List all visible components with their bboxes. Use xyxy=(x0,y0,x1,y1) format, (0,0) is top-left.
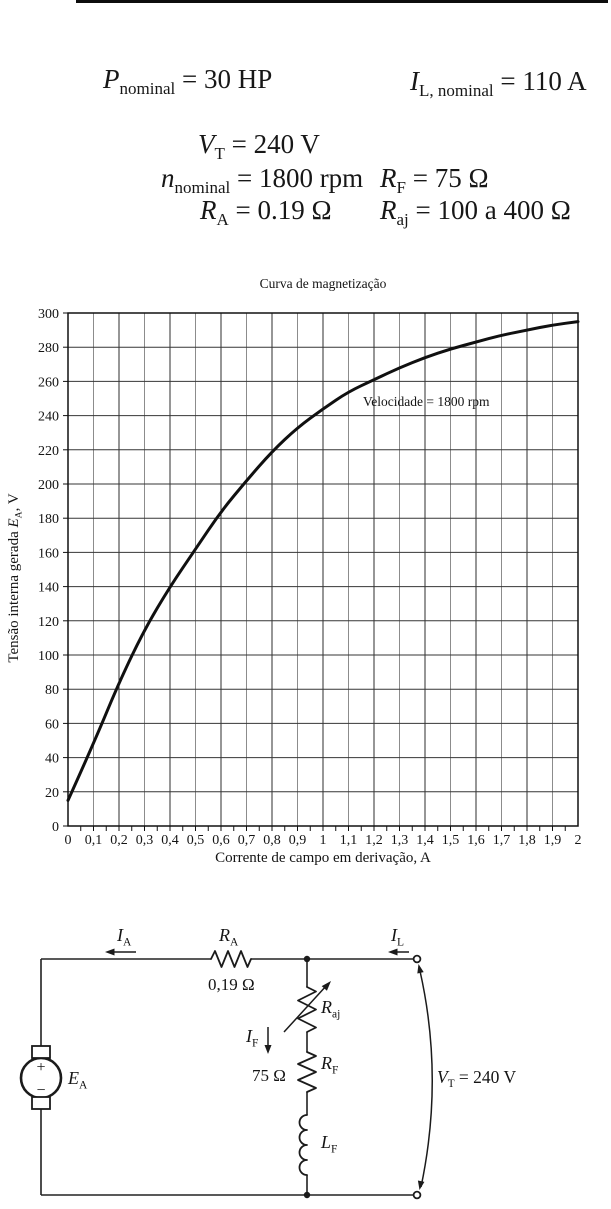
spec-rf: RF = 75 Ω xyxy=(380,163,489,197)
chart-title: Curva de magnetização xyxy=(260,276,387,291)
svg-text:60: 60 xyxy=(45,717,59,732)
vt-arc xyxy=(417,964,433,1190)
svg-text:0,3: 0,3 xyxy=(136,833,154,848)
svg-text:0,6: 0,6 xyxy=(212,833,230,848)
current-arrow-il xyxy=(388,948,409,956)
svg-text:1,2: 1,2 xyxy=(365,833,383,848)
svg-text:1,6: 1,6 xyxy=(467,833,485,848)
label-vt: VT = 240 V xyxy=(437,1067,516,1090)
label-ra: RA xyxy=(218,925,239,948)
spec-raj: Raj = 100 a 400 Ω xyxy=(380,195,571,229)
svg-text:0,7: 0,7 xyxy=(238,833,256,848)
svg-text:1,3: 1,3 xyxy=(391,833,409,848)
svg-text:200: 200 xyxy=(38,478,59,493)
generator-minus-sign: − xyxy=(36,1082,45,1099)
svg-text:0,8: 0,8 xyxy=(263,833,281,848)
svg-text:180: 180 xyxy=(38,512,59,527)
label-ea: EA xyxy=(67,1068,88,1091)
spec-n-nominal: nnominal = 1800 rpm xyxy=(161,163,364,197)
spec-ra: RA = 0.19 Ω xyxy=(200,195,332,229)
svg-text:40: 40 xyxy=(45,752,59,767)
rheostat-arrowhead xyxy=(321,981,331,991)
x-axis-title: Corrente de campo em derivação, A xyxy=(215,850,431,866)
y-tick-labels: 0 20 40 60 80 100 120 140 160 180 200 220 240 260 280 3… xyxy=(38,307,59,835)
svg-text:0,2: 0,2 xyxy=(110,833,128,848)
svg-text:20: 20 xyxy=(45,786,59,801)
svg-text:140: 140 xyxy=(38,581,59,596)
header-rule xyxy=(76,0,608,3)
svg-text:1,5: 1,5 xyxy=(442,833,460,848)
label-if: IF xyxy=(245,1026,258,1049)
junction-dot-bottom xyxy=(303,1191,311,1199)
spec-vt: VT = 240 V xyxy=(198,129,320,163)
svg-text:1,1: 1,1 xyxy=(340,833,358,848)
circuit-wires xyxy=(40,958,414,1196)
svg-text:80: 80 xyxy=(45,683,59,698)
label-ra-value: 0,19 Ω xyxy=(208,975,255,994)
label-rf-value: 75 Ω xyxy=(252,1066,286,1085)
current-arrow-if xyxy=(264,1027,272,1054)
label-raj: Raj xyxy=(320,997,340,1020)
resistor-ra xyxy=(210,950,252,968)
svg-text:0: 0 xyxy=(52,820,59,835)
svg-text:1,8: 1,8 xyxy=(518,833,536,848)
label-rf: RF xyxy=(320,1053,338,1076)
generator-plus-sign: + xyxy=(36,1059,45,1076)
terminal-top xyxy=(412,954,422,964)
rheostat-raj xyxy=(297,986,317,1033)
spec-il-nominal: IL, nominal = 110 A xyxy=(410,66,587,100)
svg-text:0: 0 xyxy=(65,833,72,848)
svg-text:160: 160 xyxy=(38,546,59,561)
label-ia: IA xyxy=(116,925,132,948)
magnetization-chart: 0 0,1 0,2 0,3 0,4 0,5 0,6 0,7 0,8 0,9 1 1,1 1,2 1,3 1,… xyxy=(6,276,582,866)
svg-text:280: 280 xyxy=(38,341,59,356)
label-lf: LF xyxy=(320,1132,337,1155)
chart-ticks xyxy=(63,312,566,831)
x-tick-labels: 0 0,1 0,2 0,3 0,4 0,5 0,6 0,7 0,8 0,9 1 1,1 1,2 1,3 1,… xyxy=(65,833,582,848)
svg-text:1: 1 xyxy=(320,833,327,848)
svg-text:100: 100 xyxy=(38,649,59,664)
circuit-diagram: + − IA RA 0,19 Ω IL xyxy=(19,925,516,1200)
svg-text:1,7: 1,7 xyxy=(493,833,511,848)
svg-text:120: 120 xyxy=(38,615,59,630)
resistor-rf xyxy=(297,1051,317,1093)
terminal-bottom xyxy=(412,1190,422,1200)
svg-text:0,9: 0,9 xyxy=(289,833,307,848)
magnetization-curve xyxy=(66,320,580,802)
svg-text:0,4: 0,4 xyxy=(161,833,179,848)
generator-symbol: + − xyxy=(19,1045,63,1110)
svg-text:220: 220 xyxy=(38,444,59,459)
svg-text:1,9: 1,9 xyxy=(544,833,562,848)
inductor-lf xyxy=(298,1114,308,1176)
junction-dot-top xyxy=(303,955,311,963)
spec-p-nominal: Pnominal = 30 HP xyxy=(103,64,273,98)
svg-text:240: 240 xyxy=(38,410,59,425)
chart-annotation: Velocidade = 1800 rpm xyxy=(363,394,490,409)
y-axis-title: Tensão interna gerada EA, V xyxy=(6,493,25,662)
svg-text:0,1: 0,1 xyxy=(85,833,103,848)
chart-gridlines xyxy=(68,313,578,826)
current-arrow-ia xyxy=(105,948,136,956)
svg-text:2: 2 xyxy=(575,833,582,848)
svg-text:0,5: 0,5 xyxy=(187,833,205,848)
svg-text:300: 300 xyxy=(38,307,59,322)
rheostat-arrow xyxy=(283,984,328,1033)
label-il: IL xyxy=(390,925,404,948)
svg-text:260: 260 xyxy=(38,375,59,390)
svg-text:1,4: 1,4 xyxy=(416,833,434,848)
